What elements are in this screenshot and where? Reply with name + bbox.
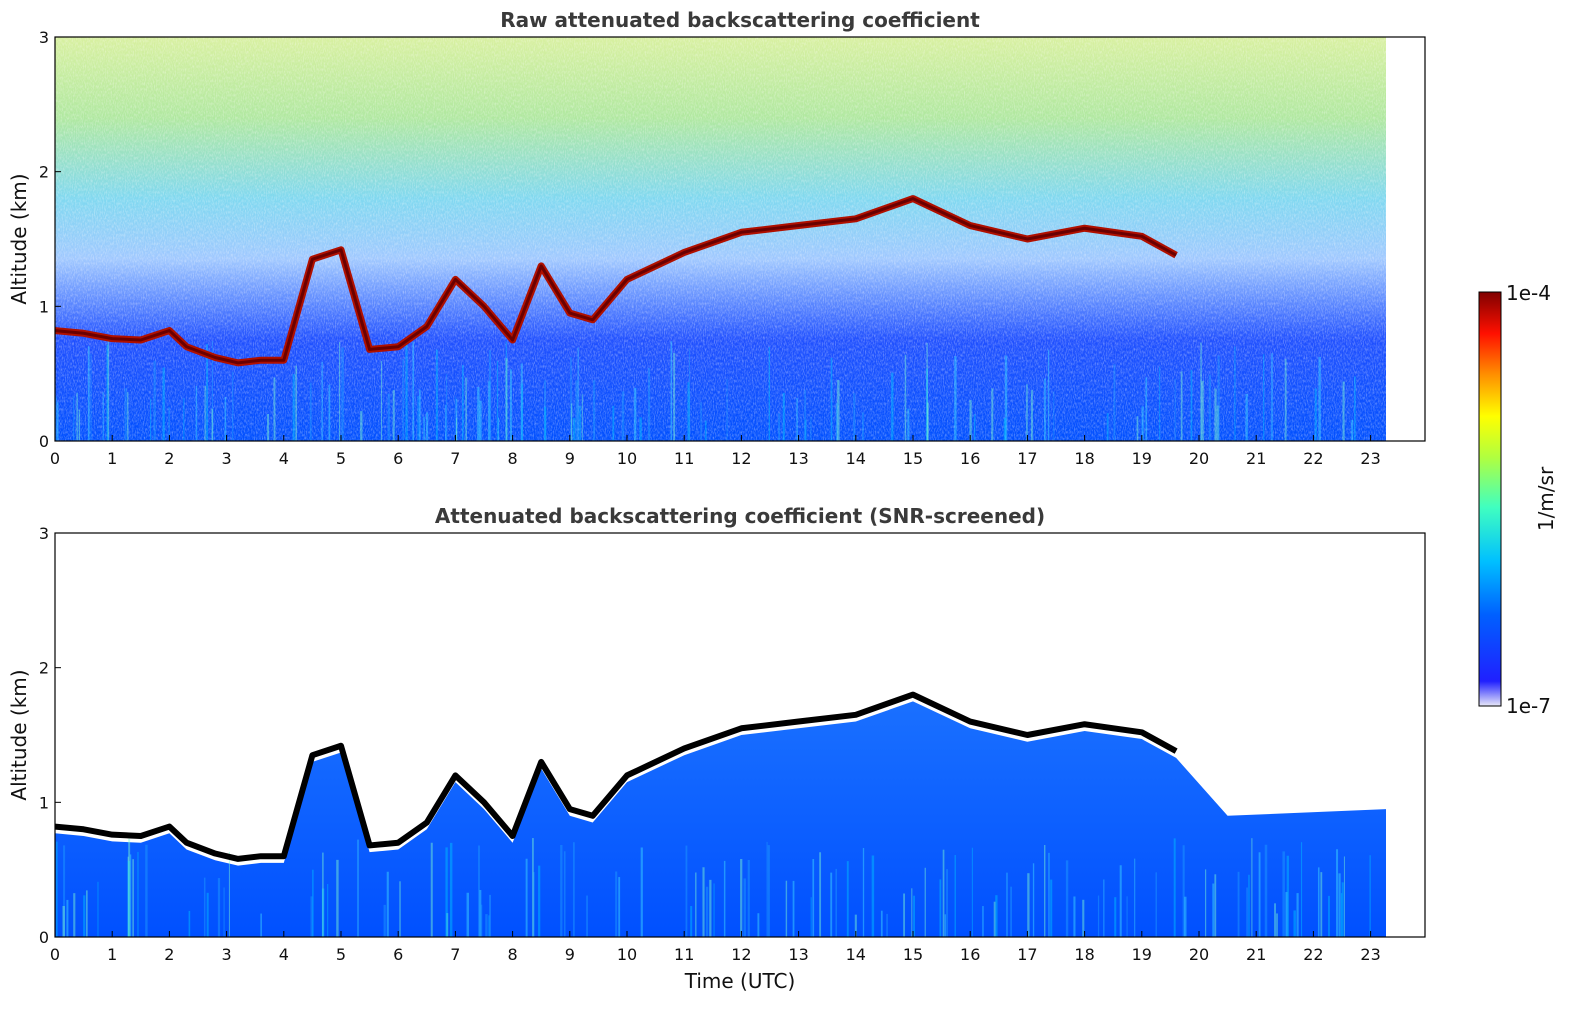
screened-plot-frame (54, 532, 1426, 938)
x-tick-label: 22 (1303, 449, 1323, 468)
no-data-region (1387, 533, 1425, 937)
screened-backscatter-panel: Attenuated backscattering coefficient (S… (7, 504, 1426, 993)
x-tick-label: 18 (1074, 945, 1094, 964)
x-tick-label: 20 (1189, 945, 1209, 964)
x-tick-label: 22 (1303, 945, 1323, 964)
x-tick-label: 17 (1017, 945, 1037, 964)
x-tick-label: 17 (1017, 449, 1037, 468)
raw-cloud-layer-core (55, 197, 1177, 365)
screened-y-axis-label: Altitude (km) (7, 669, 31, 800)
raw-y-axis-label: Altitude (km) (7, 173, 31, 304)
x-tick-label: 12 (731, 945, 751, 964)
x-tick-label: 15 (903, 449, 923, 468)
y-tick-label: 3 (39, 28, 49, 47)
x-axis-label: Time (UTC) (684, 969, 796, 993)
raw-backscatter-panel: Raw attenuated backscattering coefficien… (7, 8, 1426, 468)
y-tick-label: 1 (39, 793, 49, 812)
x-tick-label: 11 (674, 945, 694, 964)
x-tick-label: 16 (960, 945, 980, 964)
x-tick-label: 11 (674, 449, 694, 468)
colorbar-min-label: 1e-7 (1506, 694, 1551, 718)
x-tick-label: 5 (336, 945, 346, 964)
x-tick-label: 7 (450, 449, 460, 468)
x-tick-label: 10 (617, 449, 637, 468)
x-tick-label: 19 (1132, 449, 1152, 468)
x-tick-label: 6 (393, 449, 403, 468)
x-tick-label: 21 (1246, 449, 1266, 468)
x-tick-label: 5 (336, 449, 346, 468)
y-tick-label: 2 (39, 659, 49, 678)
y-tick-label: 0 (39, 432, 49, 451)
x-tick-label: 21 (1246, 945, 1266, 964)
raw-streaks (55, 340, 1356, 441)
x-tick-label: 4 (279, 945, 289, 964)
x-tick-label: 1 (107, 449, 117, 468)
x-tick-label: 14 (846, 945, 866, 964)
x-tick-label: 13 (788, 945, 808, 964)
x-tick-label: 20 (1189, 449, 1209, 468)
y-tick-label: 0 (39, 928, 49, 947)
x-tick-label: 10 (617, 945, 637, 964)
x-tick-label: 23 (1360, 945, 1380, 964)
y-tick-label: 2 (39, 163, 49, 182)
x-tick-label: 23 (1360, 449, 1380, 468)
x-tick-label: 0 (50, 449, 60, 468)
x-tick-label: 13 (788, 449, 808, 468)
screened-streaks (56, 838, 1371, 937)
screened-x-axis: 0 1 2 3 4 5 6 7 8 9 10 11 12 13 14 15 16 17 18 19 20 21 22 23 (50, 931, 1381, 964)
screened-panel-title: Attenuated backscattering coefficient (S… (435, 504, 1045, 528)
raw-heatmap (55, 37, 1386, 441)
raw-x-axis: 0 1 2 3 4 5 6 7 8 9 10 11 12 13 14 15 16 17 18 19 20 21 22 23 (50, 435, 1381, 468)
x-tick-label: 9 (565, 945, 575, 964)
x-tick-label: 8 (508, 945, 518, 964)
colorbar: 1e-4 1e-7 1/m/sr (1478, 281, 1558, 718)
x-tick-label: 8 (508, 449, 518, 468)
x-tick-label: 3 (222, 945, 232, 964)
x-tick-label: 19 (1132, 945, 1152, 964)
x-tick-label: 1 (107, 945, 117, 964)
x-tick-label: 15 (903, 945, 923, 964)
screened-heatmap (55, 691, 1386, 937)
raw-plot-frame (54, 36, 1426, 442)
x-tick-label: 0 (50, 945, 60, 964)
x-tick-label: 2 (164, 945, 174, 964)
x-tick-label: 3 (222, 449, 232, 468)
raw-panel-title: Raw attenuated backscattering coefficien… (500, 8, 980, 32)
colorbar-scale (1478, 291, 1502, 707)
y-tick-label: 3 (39, 524, 49, 543)
x-tick-label: 14 (846, 449, 866, 468)
colorbar-unit-label: 1/m/sr (1534, 466, 1558, 531)
x-tick-label: 16 (960, 449, 980, 468)
x-tick-label: 18 (1074, 449, 1094, 468)
x-tick-label: 2 (164, 449, 174, 468)
screened-valid-region (55, 701, 1386, 937)
y-tick-label: 1 (39, 297, 49, 316)
colorbar-max-label: 1e-4 (1506, 281, 1551, 305)
x-tick-label: 9 (565, 449, 575, 468)
x-tick-label: 12 (731, 449, 751, 468)
x-tick-label: 4 (279, 449, 289, 468)
x-tick-label: 6 (393, 945, 403, 964)
no-data-region (1387, 37, 1425, 441)
screened-cloud-layer (55, 691, 1178, 862)
x-tick-label: 7 (450, 945, 460, 964)
